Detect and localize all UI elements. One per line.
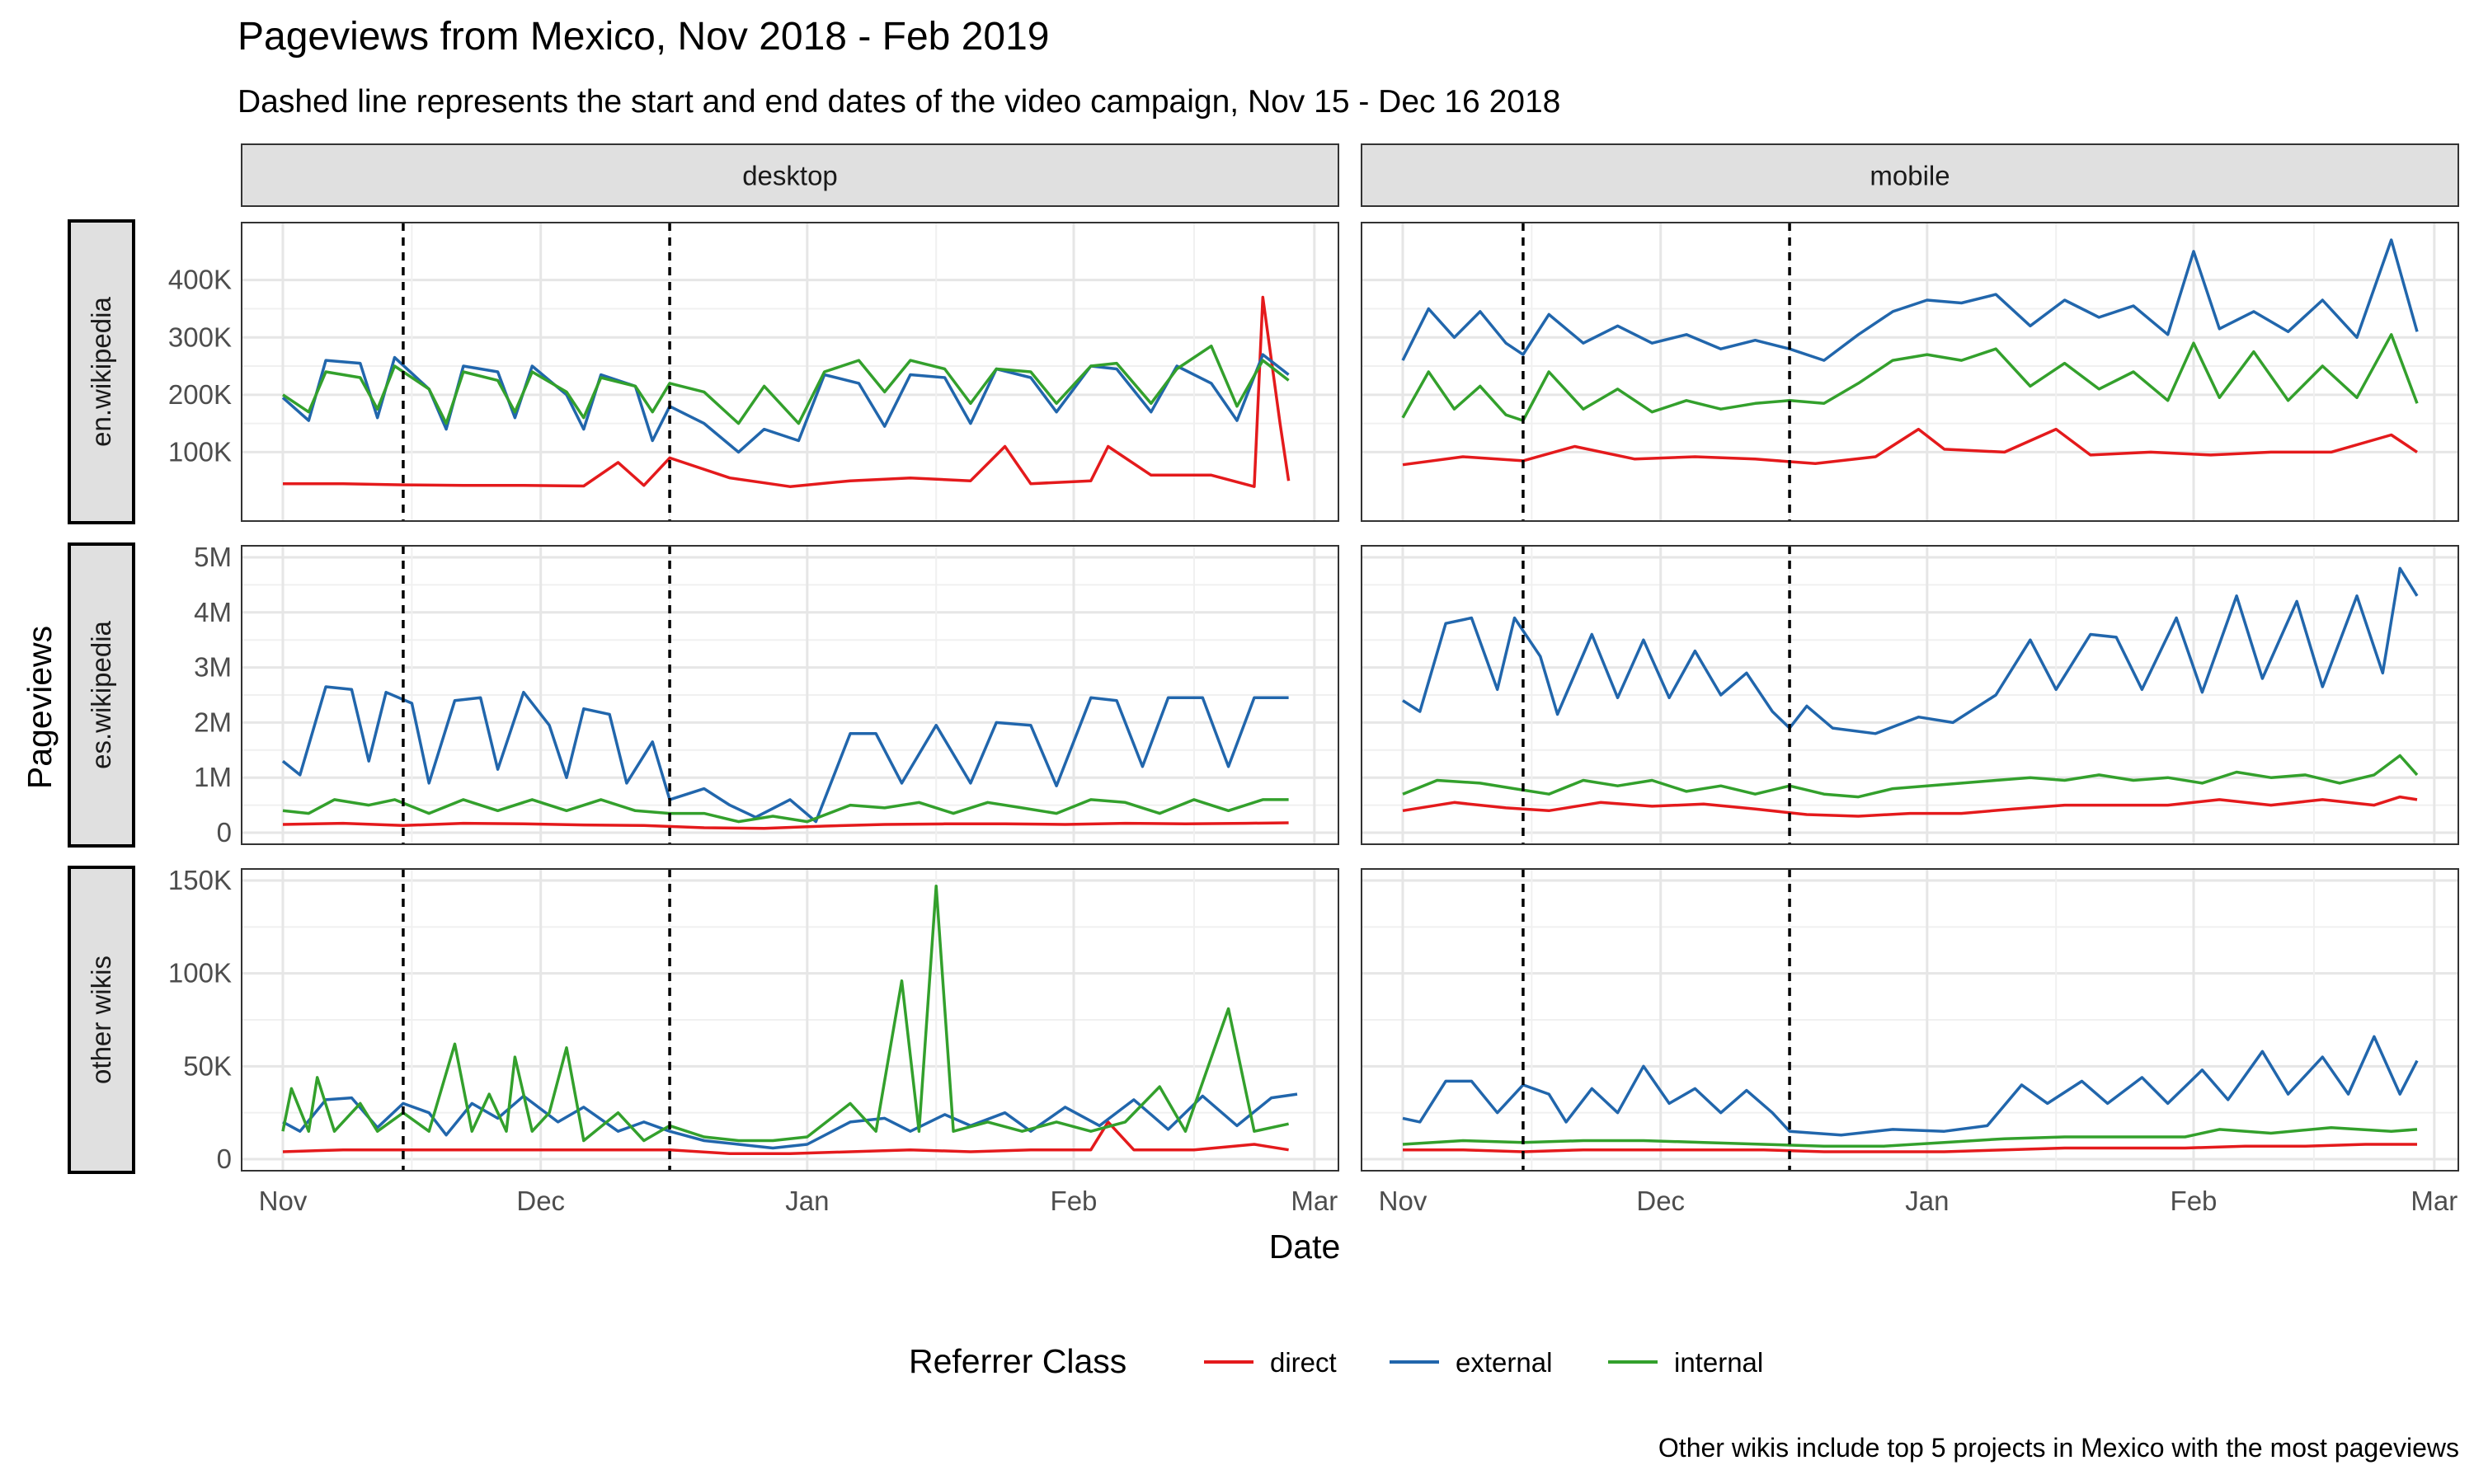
y-tick-label: 150K	[168, 865, 232, 895]
x-tick-label: Jan	[785, 1186, 829, 1216]
y-tick-label: 50K	[183, 1050, 232, 1081]
y-tick-label: 100K	[168, 436, 232, 467]
facet-label-mobile: mobile	[1870, 161, 1950, 191]
y-tick-label: 5M	[194, 542, 232, 572]
x-tick-label: Jan	[1905, 1186, 1949, 1216]
y-tick-label: 0	[217, 1144, 232, 1174]
panel-border	[241, 545, 1339, 845]
x-tick-label: Dec	[1636, 1186, 1685, 1216]
row-label-other wikis: other wikis	[86, 956, 116, 1084]
chart-title: Pageviews from Mexico, Nov 2018 - Feb 20…	[238, 15, 1049, 59]
legend-title: Referrer Class	[909, 1342, 1126, 1380]
panel-en.wikipedia-mobile	[1361, 222, 2459, 522]
y-tick-label: 2M	[194, 707, 232, 737]
legend-label-internal: internal	[1674, 1347, 1763, 1378]
panel-border	[241, 868, 1339, 1172]
series-line-external	[281, 685, 1289, 824]
y-tick-label: 3M	[194, 652, 232, 683]
y-tick-label: 0	[217, 817, 232, 848]
legend-label-direct: direct	[1270, 1347, 1337, 1378]
y-tick-label: 4M	[194, 597, 232, 627]
row-strip-other wikis	[68, 866, 135, 1174]
x-tick-label: Feb	[2171, 1186, 2218, 1216]
series-line-internal	[1402, 1125, 2418, 1148]
series-line-external	[1402, 566, 2419, 735]
panel-background	[1362, 223, 2458, 521]
panel-es.wikipedia-desktop	[241, 545, 1339, 845]
row-strip-en.wikipedia	[68, 219, 135, 524]
chart-caption: Other wikis include top 5 projects in Me…	[1658, 1433, 2459, 1463]
x-tick-label: Dec	[516, 1186, 565, 1216]
row-strip-es.wikipedia	[68, 542, 135, 848]
y-tick-label: 400K	[168, 265, 232, 295]
series-line-internal	[282, 344, 1290, 425]
panel-other wikis-desktop	[241, 868, 1339, 1172]
legend-label-external: external	[1456, 1347, 1552, 1378]
chart-subtitle: Dashed line represents the start and end…	[238, 84, 1560, 120]
series-line-internal	[282, 798, 1289, 824]
row-label-en.wikipedia: en.wikipedia	[86, 297, 116, 447]
panel-border	[1361, 868, 2459, 1172]
panel-other wikis-mobile	[1361, 868, 2459, 1172]
series-line-external	[1401, 238, 2419, 362]
x-axis-title: Date	[1269, 1228, 1341, 1266]
panel-es.wikipedia-mobile	[1361, 545, 2459, 845]
legend: Referrer Class direct external internal	[909, 1342, 1763, 1380]
x-tick-label: Mar	[2411, 1186, 2458, 1216]
y-tick-label: 200K	[168, 379, 232, 410]
panel-border	[1361, 222, 2459, 522]
series-line-external	[282, 1092, 1298, 1150]
y-tick-label: 300K	[168, 322, 232, 352]
x-tick-label: Mar	[1291, 1186, 1338, 1216]
series-line-internal	[1401, 333, 2419, 422]
series-line-internal	[1402, 754, 2419, 799]
panel-border	[241, 222, 1339, 522]
panel-border	[1361, 545, 2459, 845]
facet-panels: desktop mobile en.wikipedia 100K 200K 300K 400…	[68, 143, 2459, 1216]
y-tick-label: 100K	[168, 958, 232, 989]
series-line-direct	[1402, 427, 2418, 467]
series-line-direct	[282, 1120, 1289, 1155]
x-tick-label: Feb	[1051, 1186, 1098, 1216]
panel-background	[242, 223, 1338, 521]
x-tick-label: Nov	[1379, 1186, 1427, 1216]
series-line-external	[1402, 1035, 2419, 1137]
facet-strip-mobile	[1361, 143, 2459, 207]
series-line-direct	[282, 821, 1289, 830]
facet-label-desktop: desktop	[742, 161, 838, 191]
series-line-direct	[283, 295, 1291, 488]
row-label-es.wikipedia: es.wikipedia	[86, 620, 116, 768]
facet-strip-desktop	[241, 143, 1339, 207]
x-tick-label: Nov	[259, 1186, 308, 1216]
series-line-direct	[1403, 1143, 2417, 1153]
panel-en.wikipedia-desktop	[241, 222, 1339, 522]
y-tick-label: 1M	[194, 762, 232, 792]
y-axis-title: Pageviews	[21, 626, 59, 789]
series-line-direct	[1402, 795, 2418, 818]
